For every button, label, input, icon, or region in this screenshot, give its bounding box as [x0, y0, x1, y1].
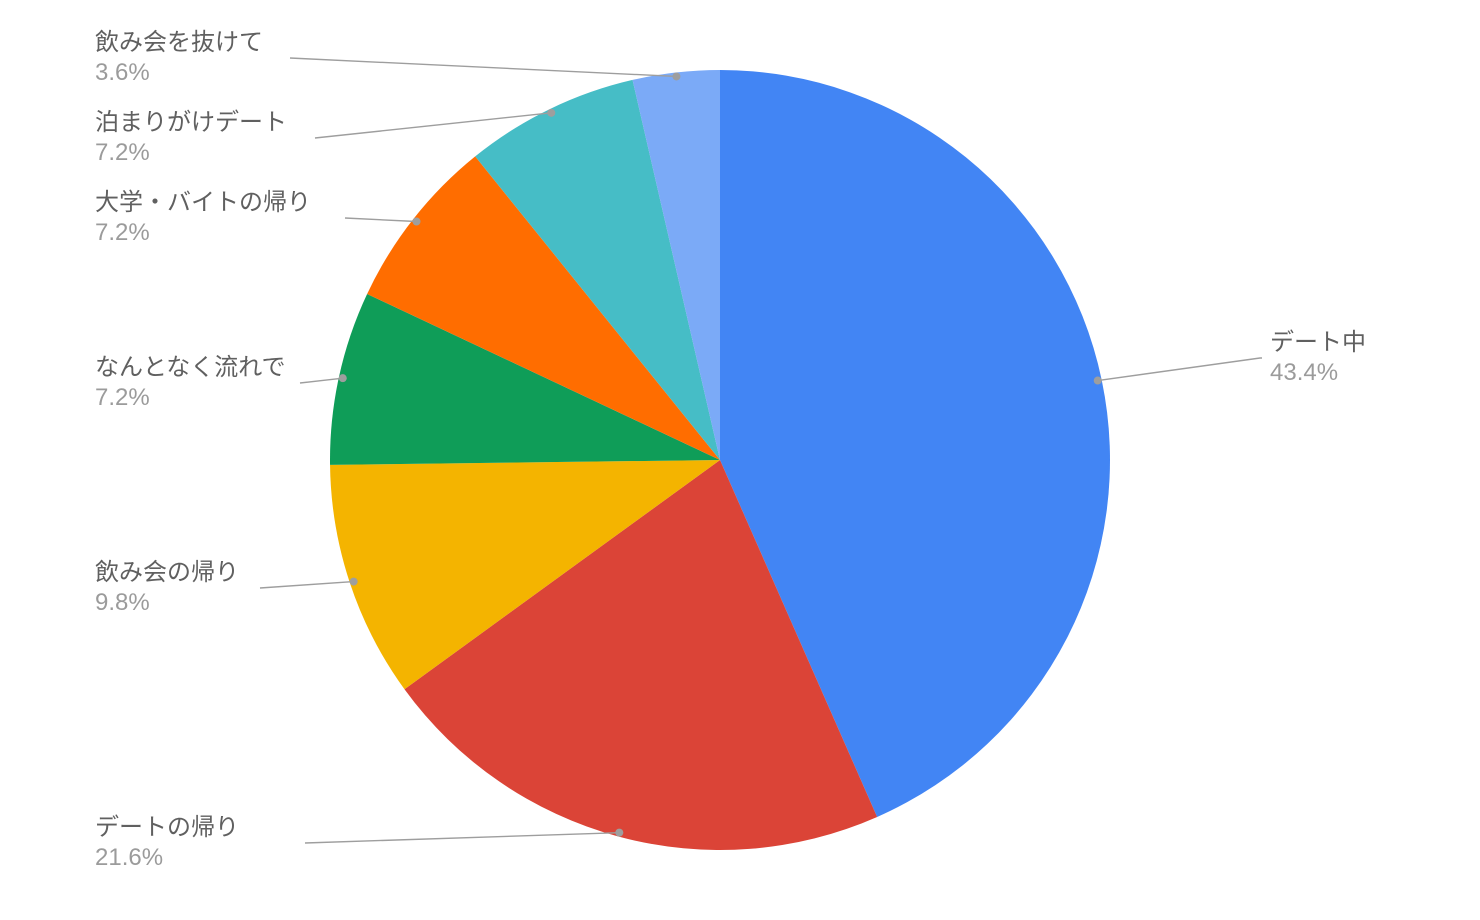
pie-chart-svg: デート中 43.4% デートの帰り 21.6% 飲み会の帰り 9.8% なんとなく流れで 7.…: [0, 0, 1480, 920]
slice-label-pct: 7.2%: [95, 384, 150, 411]
slice-label-title: 飲み会を抜けて: [95, 29, 263, 56]
slice-label-title: 大学・バイトの帰り: [95, 189, 311, 216]
slice-label-pct: 9.8%: [95, 589, 150, 616]
slice-label-title: デート中: [1270, 329, 1366, 356]
leader-line: [1098, 358, 1262, 381]
slice-label-title: 飲み会の帰り: [95, 559, 239, 586]
slice-label-pct: 21.6%: [95, 844, 163, 871]
leader-line: [300, 378, 343, 383]
slice-label-title: なんとなく流れで: [95, 354, 286, 381]
slice-label-pct: 7.2%: [95, 219, 150, 246]
leader-line: [290, 58, 676, 76]
leader-line: [305, 833, 619, 843]
slice-label-title: デートの帰り: [95, 814, 239, 841]
slice-label-pct: 43.4%: [1270, 359, 1338, 386]
slice-label-title: 泊まりがけデート: [95, 109, 287, 136]
pie-chart-container: デート中 43.4% デートの帰り 21.6% 飲み会の帰り 9.8% なんとなく流れで 7.…: [0, 0, 1480, 920]
slice-label-pct: 3.6%: [95, 59, 150, 86]
leader-line: [260, 582, 354, 588]
slice-label-pct: 7.2%: [95, 139, 150, 166]
leader-line: [345, 218, 416, 222]
